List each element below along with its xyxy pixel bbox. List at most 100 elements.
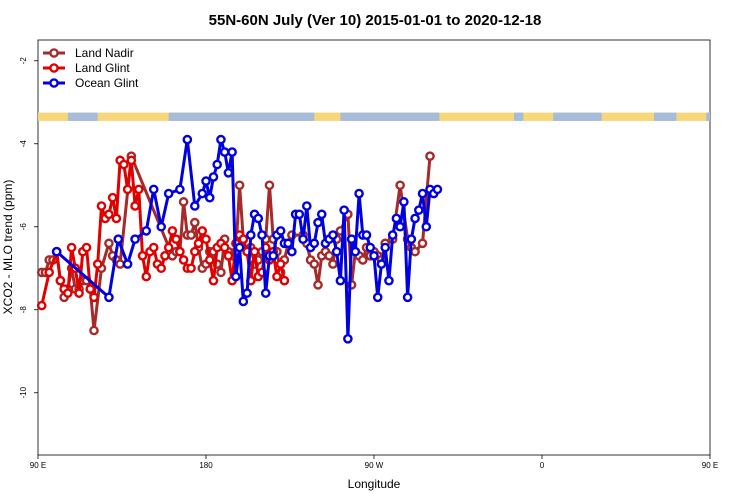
data-point-land-glint [130, 201, 140, 211]
data-point-land-glint [133, 184, 144, 195]
data-point-ocean-glint [130, 234, 140, 244]
data-point-ocean-glint [387, 230, 398, 240]
data-point-land-glint [119, 159, 129, 170]
data-point-ocean-glint [410, 213, 420, 224]
data-point-land-nadir [189, 217, 200, 228]
data-point-land-nadir [395, 180, 405, 191]
y-tick-label: -8 [19, 306, 28, 314]
y-axis-label: XCO2 - MLO trend (ppm) [1, 180, 15, 315]
data-point-ocean-glint [399, 197, 409, 207]
legend-label-land-nadir: Land Nadir [75, 46, 134, 60]
data-point-ocean-glint [275, 226, 286, 236]
data-point-ocean-glint [361, 230, 372, 240]
data-point-land-glint [223, 250, 234, 261]
data-point-land-nadir [216, 267, 226, 278]
data-point-land-glint [171, 234, 181, 244]
data-point-land-glint [201, 234, 211, 244]
x-tick-label: 180 [199, 461, 213, 470]
data-point-ocean-glint [231, 271, 241, 282]
data-point-ocean-glint [245, 230, 256, 240]
x-tick-label: 90 E [702, 461, 718, 470]
data-point-land-nadir [264, 180, 275, 191]
data-point-ocean-glint [328, 230, 338, 240]
data-point-ocean-glint [402, 292, 413, 303]
x-axis: 90 E 180 90 W 0 90 E [30, 455, 718, 470]
data-point-land-glint [89, 292, 99, 303]
data-point-ocean-glint [148, 184, 159, 195]
data-point-ocean-glint [51, 246, 62, 257]
data-point-land-glint [141, 271, 152, 282]
data-point-land-glint [193, 238, 204, 249]
ocean-segment [706, 112, 710, 121]
data-point-land-glint [36, 300, 47, 311]
data-point-ocean-glint [294, 209, 305, 220]
data-point-land-glint [238, 234, 249, 244]
data-point-land-glint [167, 226, 178, 236]
y-tick-label: -2 [19, 57, 28, 65]
data-point-land-glint [204, 255, 215, 265]
legend-marker-land-nadir [49, 48, 59, 58]
data-point-land-nadir [186, 230, 196, 240]
data-point-ocean-glint [257, 230, 267, 240]
x-tick-label: 0 [540, 461, 545, 470]
data-point-land-glint [249, 246, 260, 257]
data-point-ocean-glint [365, 242, 376, 253]
data-point-ocean-glint [216, 134, 226, 145]
data-point-ocean-glint [223, 167, 234, 178]
data-point-ocean-glint [253, 213, 264, 224]
data-point-land-glint [160, 250, 170, 261]
data-point-land-glint [208, 275, 219, 286]
data-point-land-glint [186, 263, 196, 274]
x-axis-label: Longitude [348, 477, 401, 491]
data-point-ocean-glint [316, 209, 327, 220]
data-point-ocean-glint [417, 188, 428, 199]
data-point-ocean-glint [339, 205, 349, 215]
data-point-ocean-glint [331, 246, 342, 257]
data-point-land-glint [178, 255, 189, 265]
data-point-land-glint [148, 242, 159, 253]
data-point-ocean-glint [384, 275, 394, 286]
data-point-ocean-glint [313, 217, 323, 228]
data-point-ocean-glint [219, 147, 230, 157]
data-point-land-glint [85, 284, 96, 294]
legend-marker-land-glint [49, 63, 59, 73]
y-tick-label: -4 [19, 140, 28, 148]
data-point-ocean-glint [182, 134, 193, 145]
data-point-ocean-glint [298, 234, 308, 244]
data-point-ocean-glint [242, 288, 252, 298]
data-point-ocean-glint [234, 242, 245, 253]
data-point-land-nadir [357, 255, 368, 265]
data-point-ocean-glint [208, 172, 219, 182]
data-point-ocean-glint [287, 246, 297, 257]
data-point-ocean-glint [335, 275, 346, 286]
data-point-land-nadir [324, 250, 335, 261]
data-point-ocean-glint [189, 201, 200, 211]
data-point-ocean-glint [260, 288, 271, 298]
data-point-land-glint [163, 242, 174, 253]
data-point-land-glint [137, 250, 148, 261]
data-point-land-nadir [89, 325, 99, 336]
data-point-ocean-glint [406, 234, 417, 244]
data-point-ocean-glint [122, 259, 133, 269]
data-point-land-glint [111, 213, 122, 224]
data-point-ocean-glint [309, 238, 320, 249]
data-point-ocean-glint [380, 242, 391, 253]
legend-label-land-glint: Land Glint [75, 61, 130, 75]
data-point-land-nadir [115, 259, 125, 269]
data-point-ocean-glint [421, 221, 432, 232]
ocean-segment [514, 112, 524, 121]
data-point-ocean-glint [227, 147, 237, 157]
data-point-land-glint [156, 263, 166, 274]
x-tick-label: 90 E [30, 461, 46, 470]
ocean-segment [168, 112, 315, 121]
data-point-land-nadir [309, 259, 320, 269]
data-point-ocean-glint [163, 188, 174, 199]
ocean-segment [654, 112, 677, 121]
data-point-land-glint [175, 246, 185, 257]
data-point-ocean-glint [141, 226, 152, 236]
legend-marker-ocean-glint [49, 78, 59, 88]
data-point-ocean-glint [201, 176, 211, 186]
data-point-land-glint [107, 192, 118, 203]
